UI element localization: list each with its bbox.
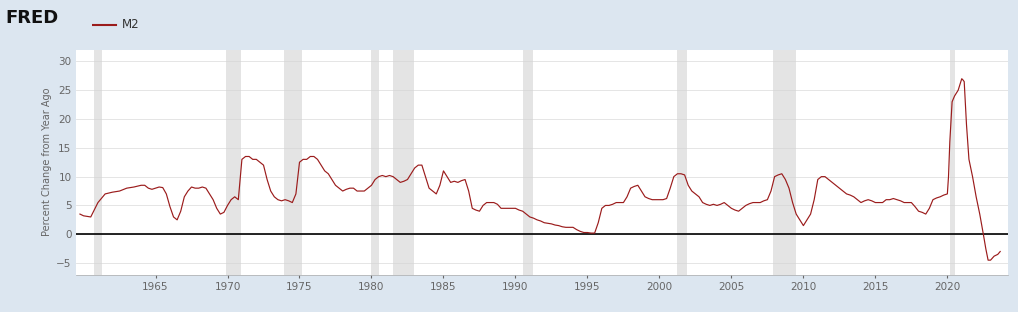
Bar	[95, 50, 102, 275]
Bar	[677, 50, 687, 275]
Bar	[226, 50, 241, 275]
Bar	[522, 50, 533, 275]
Bar	[950, 50, 955, 275]
Text: FRED: FRED	[5, 9, 58, 27]
Bar	[774, 50, 796, 275]
Bar	[393, 50, 413, 275]
Y-axis label: Percent Change from Year Ago: Percent Change from Year Ago	[42, 88, 52, 236]
Bar	[372, 50, 379, 275]
Text: M2: M2	[122, 18, 139, 32]
Bar	[284, 50, 302, 275]
